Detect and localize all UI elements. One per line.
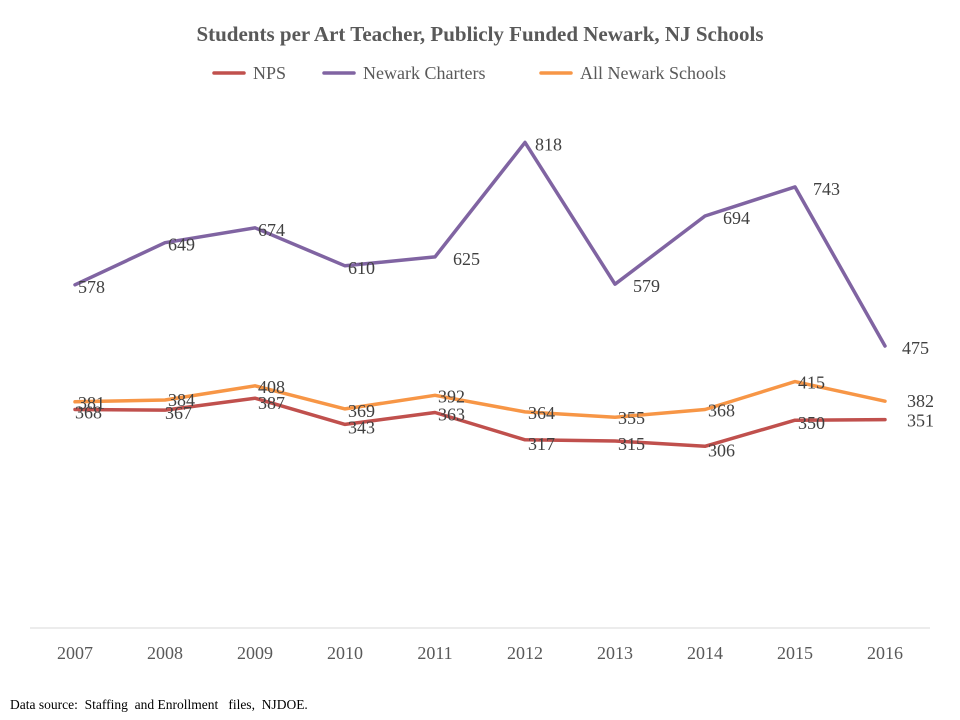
data-label: 649: [168, 235, 195, 255]
data-label: 475: [902, 338, 929, 358]
data-label: 674: [258, 220, 285, 240]
x-tick-label: 2009: [237, 643, 273, 663]
legend-label: All Newark Schools: [580, 63, 726, 83]
data-label: 610: [348, 258, 375, 278]
data-label: 368: [75, 403, 102, 423]
data-label: 694: [723, 208, 750, 228]
data-label: 579: [633, 276, 660, 296]
data-label: 382: [907, 391, 934, 411]
data-label: 818: [535, 134, 562, 154]
x-axis-ticks: 2007 2008 2009 2010 2011 2012 2013 2014 2015 2016: [57, 643, 903, 663]
source-note: Data source: Staffing and Enrollment fil…: [10, 697, 308, 712]
data-label: 363: [438, 404, 465, 424]
series-layer: 368 367 387 343 363 317 315 306 350 351 578 649 674 6…: [73, 134, 934, 460]
series-line: [73, 140, 887, 348]
x-tick-label: 2007: [57, 643, 93, 663]
x-tick-label: 2011: [417, 643, 452, 663]
data-label: 625: [453, 249, 480, 269]
series-line: [73, 396, 887, 449]
data-label: 415: [798, 373, 825, 393]
x-tick-label: 2008: [147, 643, 183, 663]
data-label: 350: [798, 413, 825, 433]
x-tick-label: 2016: [867, 643, 903, 663]
legend-label: Newark Charters: [363, 63, 485, 83]
data-label: 369: [348, 401, 375, 421]
data-label: 351: [907, 411, 934, 431]
series-line: [73, 379, 887, 419]
data-label: 306: [708, 440, 735, 460]
data-label: 368: [708, 401, 735, 421]
data-label: 367: [165, 403, 192, 423]
data-label: 387: [258, 393, 285, 413]
x-tick-label: 2014: [687, 643, 723, 663]
data-label: 384: [168, 390, 195, 410]
data-label: 317: [528, 434, 555, 454]
data-label: 381: [78, 393, 105, 413]
data-label: 364: [528, 403, 555, 423]
data-label: 343: [348, 417, 375, 437]
data-label: 578: [78, 277, 105, 297]
data-label: 743: [813, 179, 840, 199]
data-label: 408: [258, 377, 285, 397]
data-label: 315: [618, 434, 645, 454]
x-tick-label: 2013: [597, 643, 633, 663]
x-tick-label: 2015: [777, 643, 813, 663]
data-label: 392: [438, 386, 465, 406]
x-tick-label: 2012: [507, 643, 543, 663]
legend-label: NPS: [253, 63, 286, 83]
data-label: 355: [618, 408, 645, 428]
chart-title: Students per Art Teacher, Publicly Funde…: [196, 22, 763, 46]
legend: NPS Newark Charters All Newark Schools: [212, 63, 726, 83]
x-tick-label: 2010: [327, 643, 363, 663]
